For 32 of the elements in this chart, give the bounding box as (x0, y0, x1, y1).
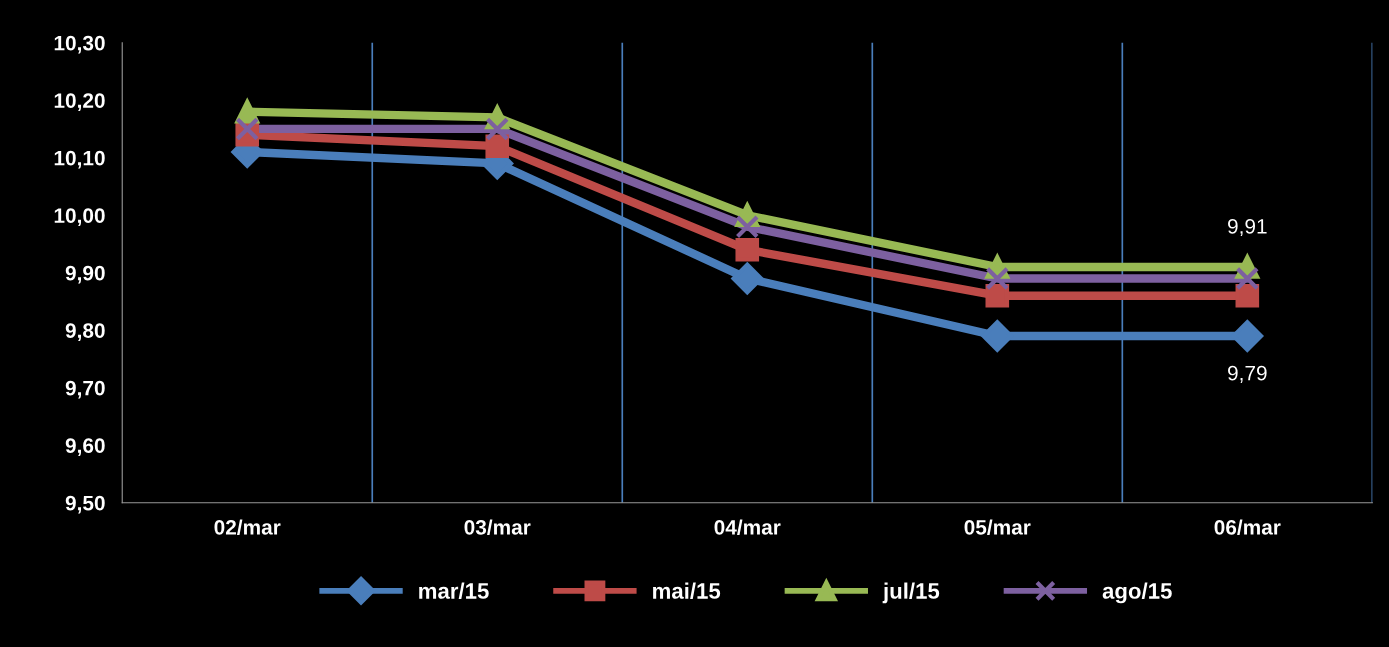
legend-label: mai/15 (653, 582, 721, 600)
y-tick-label: 9,60 (65, 438, 105, 456)
legend-label: mar/15 (419, 582, 489, 600)
point (485, 134, 510, 159)
y-tick-label: 9,50 (65, 495, 105, 514)
point (985, 266, 1010, 291)
x-tick-label: 04/mar (714, 519, 781, 535)
y-tick-label: 10,30 (54, 35, 105, 54)
x-tick-label: 03/mar (464, 519, 531, 535)
point (235, 117, 260, 141)
data-label: 9,79 (1228, 365, 1267, 383)
x-tick-label: 02/mar (214, 519, 281, 535)
y-tick-label: 9,90 (65, 265, 105, 284)
y-tick-label: 9,80 (65, 323, 105, 341)
x-tick-label: 06/mar (1214, 519, 1281, 535)
point (1231, 320, 1264, 352)
y-tick-label: 9,70 (65, 380, 105, 399)
point (485, 117, 510, 141)
legend-label: ago/15 (1102, 582, 1172, 604)
y-tick-label: 10,00 (54, 208, 105, 226)
point (735, 214, 760, 239)
point (985, 283, 1010, 308)
point (234, 97, 261, 124)
x-tick-label: 05/mar (964, 519, 1031, 535)
point (735, 237, 760, 262)
data-label: 9,91 (1228, 218, 1267, 237)
point (1235, 283, 1260, 308)
legend-label: jul/15 (882, 582, 940, 604)
point (1235, 266, 1260, 291)
y-tick-label: 10,10 (54, 150, 105, 169)
point (731, 262, 764, 295)
y-tick-label: 10,20 (54, 93, 105, 111)
